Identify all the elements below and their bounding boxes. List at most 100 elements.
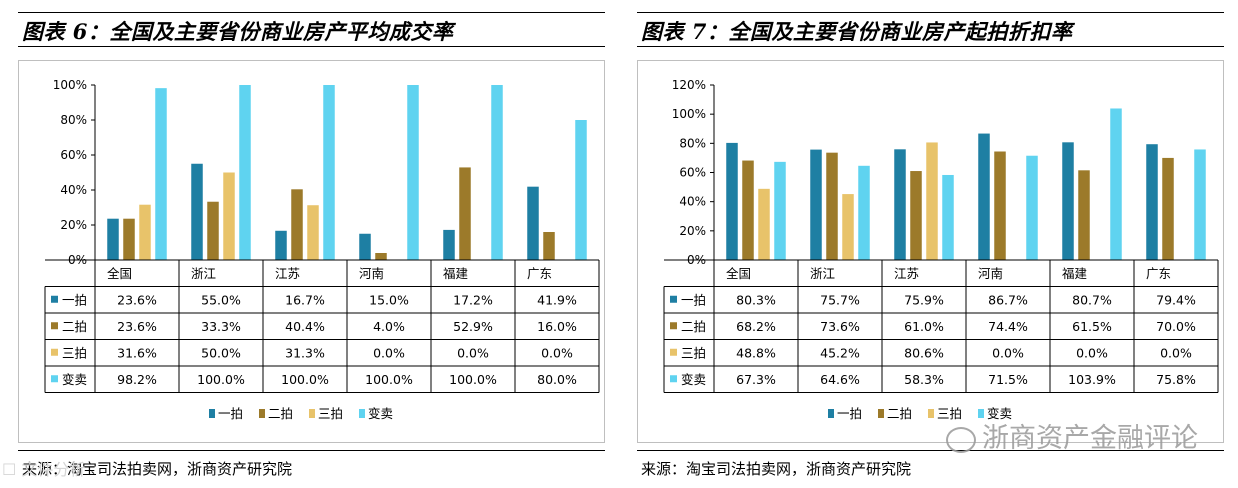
- chart-title: 图表 6：全国及主要省份商业房产平均成交率: [22, 19, 454, 44]
- watermark-text: 浙商资产金融评论: [982, 423, 1198, 454]
- data-cell: 80.6%: [904, 346, 944, 361]
- data-cell: 0.0%: [992, 346, 1024, 361]
- bar-变卖: [323, 85, 335, 260]
- data-cell: 80.0%: [537, 372, 577, 387]
- bar-二拍: [826, 152, 838, 260]
- y-tick-label: 20%: [679, 224, 706, 238]
- bar-二拍: [543, 232, 555, 260]
- data-cell: 4.0%: [373, 319, 405, 334]
- bar-二拍: [1078, 170, 1090, 260]
- title-rule: [637, 46, 1224, 47]
- data-cell: 74.4%: [988, 319, 1028, 334]
- data-cell: 80.7%: [1072, 293, 1112, 308]
- legend-swatch-二拍: [878, 409, 884, 418]
- category-label: 福建: [443, 266, 469, 281]
- wechat-icon: [946, 426, 976, 453]
- data-cell: 67.3%: [736, 372, 776, 387]
- legend-label: 二拍: [268, 406, 293, 421]
- bar-一拍: [726, 142, 738, 260]
- data-cell: 86.7%: [988, 293, 1028, 308]
- category-label: 全国: [107, 266, 132, 281]
- data-cell: 61.0%: [904, 319, 944, 334]
- legend-swatch-变卖: [359, 409, 365, 418]
- brand-watermark: 浙商资产金融评论: [946, 416, 1198, 455]
- category-label: 广东: [1146, 266, 1171, 281]
- legend-label: 一拍: [837, 406, 862, 421]
- legend-label: 变卖: [368, 406, 393, 421]
- data-cell: 80.3%: [736, 293, 776, 308]
- bar-变卖: [491, 85, 503, 260]
- bar-二拍: [375, 253, 387, 260]
- top-rule: [637, 12, 1224, 13]
- row-label: 一拍: [62, 293, 87, 308]
- data-cell: 100.0%: [449, 372, 497, 387]
- bar-变卖: [407, 85, 419, 260]
- chart-frame: 0% 20% 40% 60% 80% 100% 全国 浙江 江苏 河南 福建 广东 一拍 23.6% 55.…: [18, 60, 605, 443]
- data-cell: 61.5%: [1072, 319, 1112, 334]
- data-cell: 45.2%: [820, 346, 860, 361]
- legend-swatch-三拍: [928, 409, 934, 418]
- data-cell: 52.9%: [453, 319, 493, 334]
- row-label: 二拍: [62, 319, 87, 334]
- bar-三拍: [139, 204, 151, 260]
- bar-变卖: [1026, 155, 1038, 260]
- data-cell: 0.0%: [457, 346, 489, 361]
- bar-一拍: [978, 133, 990, 260]
- data-cell: 75.9%: [904, 293, 944, 308]
- category-label: 全国: [726, 266, 751, 281]
- bar-三拍: [926, 142, 938, 260]
- chart-panel-right: 图表 7：全国及主要省份商业房产起拍折扣率 0% 20% 40% 60% 80% 100%…: [619, 0, 1238, 488]
- bar-二拍: [459, 167, 471, 260]
- legend-swatch-一拍: [209, 409, 215, 418]
- data-cell: 0.0%: [1160, 346, 1192, 361]
- data-cell: 15.0%: [369, 293, 409, 308]
- y-tick-label: 40%: [679, 195, 706, 209]
- row-label: 一拍: [681, 293, 706, 308]
- bar-一拍: [810, 149, 822, 260]
- legend-key-二拍: [670, 322, 677, 330]
- bar-变卖: [774, 161, 786, 260]
- bar-变卖: [155, 88, 167, 261]
- legend-swatch-变卖: [978, 409, 984, 418]
- y-tick-label: 60%: [679, 166, 706, 180]
- data-cell: 40.4%: [285, 319, 325, 334]
- bar-变卖: [1194, 149, 1206, 260]
- data-cell: 50.0%: [201, 346, 241, 361]
- legend-key-变卖: [670, 375, 677, 383]
- legend-key-二拍: [51, 322, 58, 330]
- y-tick-label: 80%: [60, 113, 87, 127]
- bar-二拍: [123, 218, 135, 260]
- category-label: 浙江: [810, 266, 835, 281]
- source-note: 来源：淘宝司法拍卖网，浙商资产研究院: [641, 460, 912, 478]
- legend-label: 三拍: [318, 406, 343, 421]
- data-cell: 64.6%: [820, 372, 860, 387]
- legend-key-变卖: [51, 375, 58, 383]
- data-cell: 0.0%: [541, 346, 573, 361]
- data-cell: 100.0%: [365, 372, 413, 387]
- data-cell: 23.6%: [117, 319, 157, 334]
- data-cell: 48.8%: [736, 346, 776, 361]
- data-cell: 103.9%: [1068, 372, 1116, 387]
- bar-一拍: [1062, 142, 1074, 260]
- data-cell: 33.3%: [201, 319, 241, 334]
- bar-一拍: [275, 230, 287, 260]
- category-label: 河南: [978, 266, 1003, 281]
- bar-变卖: [575, 120, 587, 260]
- bar-变卖: [858, 165, 870, 260]
- data-cell: 98.2%: [117, 372, 157, 387]
- bar-一拍: [527, 186, 539, 260]
- data-cell: 17.2%: [453, 293, 493, 308]
- bar-三拍: [307, 205, 319, 260]
- bar-二拍: [1162, 157, 1174, 260]
- data-cell: 70.0%: [1156, 319, 1196, 334]
- y-tick-label: 100%: [672, 107, 706, 121]
- data-cell: 23.6%: [117, 293, 157, 308]
- data-cell: 55.0%: [201, 293, 241, 308]
- top-rule: [18, 12, 605, 13]
- legend-label: 二拍: [887, 406, 912, 421]
- data-cell: 68.2%: [736, 319, 776, 334]
- bar-三拍: [842, 194, 854, 260]
- bar-一拍: [1146, 144, 1158, 260]
- y-tick-label: 100%: [53, 78, 87, 92]
